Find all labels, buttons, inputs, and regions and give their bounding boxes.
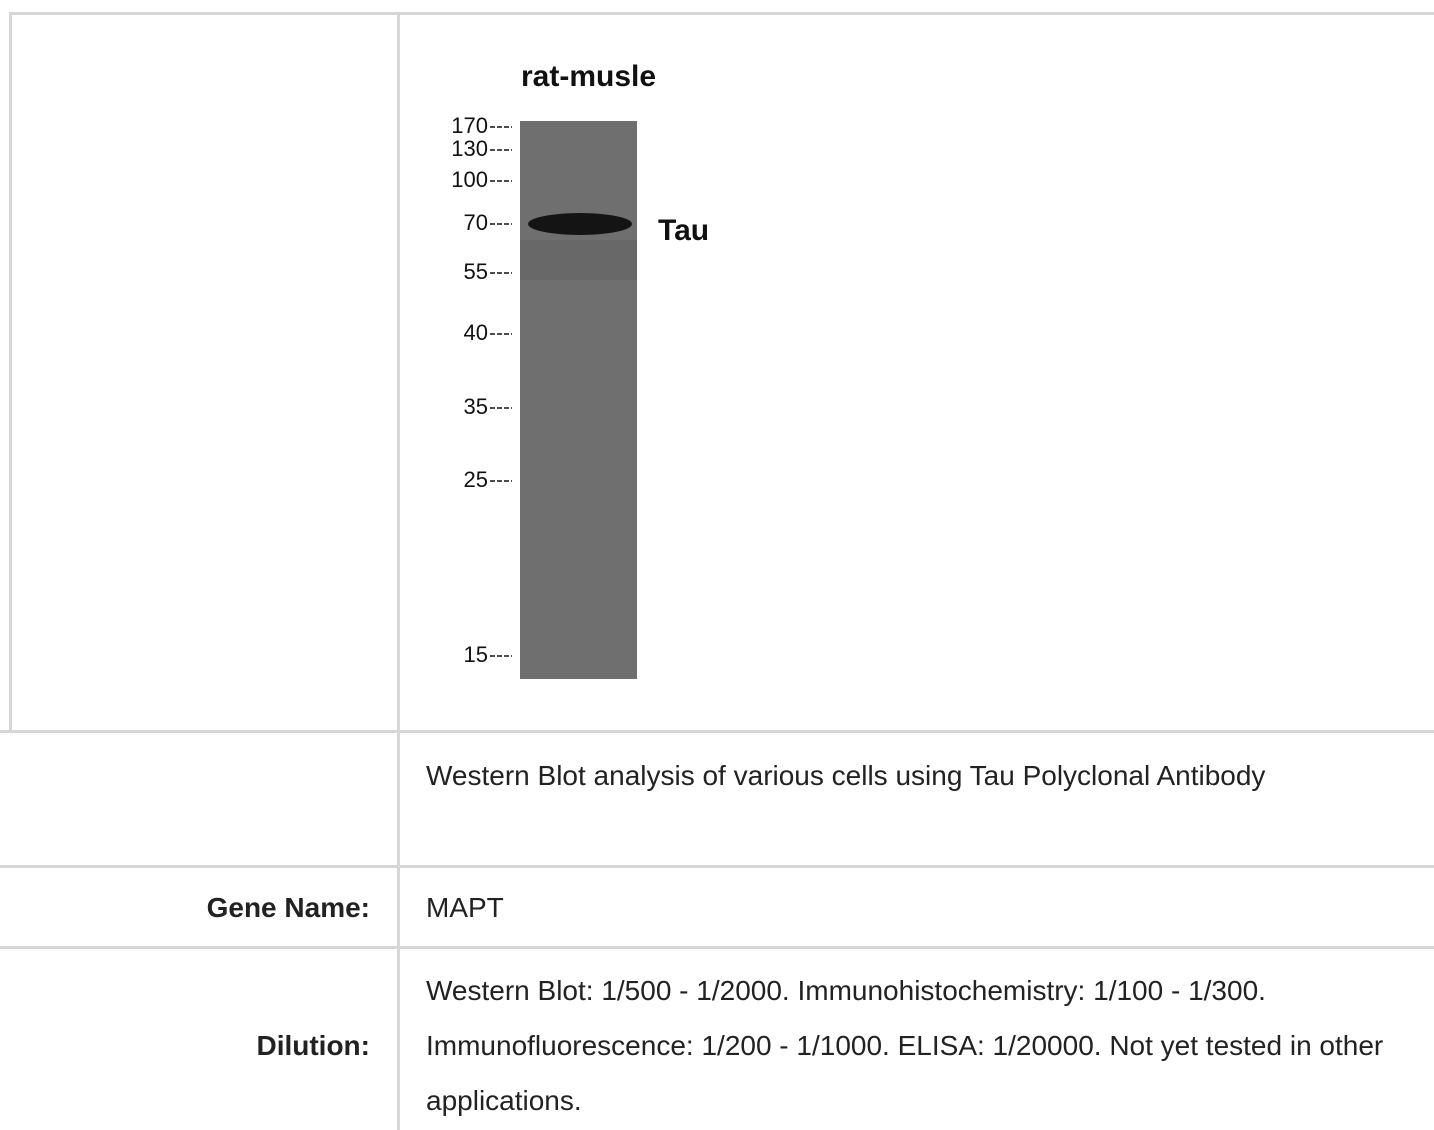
border [397, 12, 400, 1130]
marker-label: 35 [464, 394, 488, 419]
marker-label: 15 [464, 642, 488, 667]
border [10, 12, 1434, 15]
row-label: Dilution: [256, 1030, 370, 1061]
border [0, 730, 1434, 733]
band-label: Tau [658, 214, 709, 247]
marker-label: 130 [451, 136, 488, 161]
border [0, 946, 1434, 949]
caption: Western Blot analysis of various cells u… [426, 760, 1266, 791]
band [528, 213, 632, 235]
sample-label: rat-musle [521, 60, 656, 93]
border [9, 12, 12, 732]
smear [520, 240, 637, 280]
marker-label: 25 [464, 467, 488, 492]
gel-lane [520, 121, 637, 679]
marker-label: 170 [451, 113, 488, 138]
marker-label: 40 [464, 320, 488, 345]
row-label: Gene Name: [206, 892, 370, 923]
marker-label: 100 [451, 167, 488, 192]
marker-label: 55 [464, 259, 488, 284]
row-value: Western Blot: 1/500 - 1/2000. Immunohist… [426, 975, 1384, 1116]
border [0, 865, 1434, 868]
marker-label: 70 [464, 210, 488, 235]
row-value: MAPT [426, 892, 504, 923]
